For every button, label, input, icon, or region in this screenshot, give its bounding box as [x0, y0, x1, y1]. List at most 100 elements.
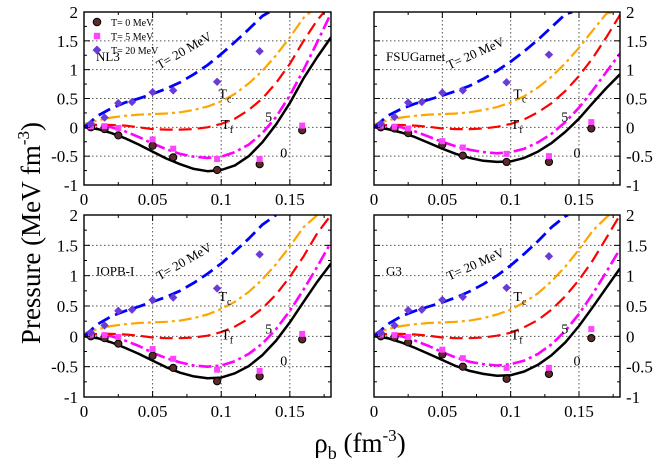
- point-t20: [502, 78, 511, 87]
- x-axis-label-sub: b: [328, 443, 337, 463]
- panels: 0 0.05 0.1 0.15 -1 -0.5 0 0.5 1 1.5 2 NL3 T= 20 MeV T…: [51, 3, 653, 421]
- point-t20: [390, 112, 399, 122]
- annotation-tc-sub: c: [227, 297, 232, 308]
- point-t5: [115, 124, 122, 131]
- annotation-tc-sub: c: [227, 95, 232, 106]
- point-t5: [588, 119, 595, 126]
- point-t5: [405, 125, 412, 132]
- x-tick-label: 0.15: [275, 190, 305, 209]
- grid: [374, 12, 620, 185]
- point-t5: [214, 366, 221, 373]
- point-t20: [100, 113, 109, 122]
- point-t20: [417, 305, 427, 314]
- series-T5-line: [374, 248, 620, 367]
- legend-marker-t0: [92, 17, 102, 27]
- annotation-t20: T= 20 MeV: [444, 244, 507, 283]
- x-tick-label: 0.15: [564, 402, 594, 421]
- y-tick-label-right: -0.5: [626, 358, 653, 377]
- x-tick-label: 0.1: [500, 402, 521, 421]
- series-T0-line: [84, 262, 331, 380]
- point-t0: [587, 124, 596, 133]
- y-tick-label-right: 0.5: [626, 297, 647, 316]
- tick-labels: 0 0.05 0.1 0.15 -1 -0.5 0 0.5 1 1.5 2: [51, 3, 305, 209]
- x-axis-label-close: ): [397, 428, 406, 458]
- point-t5: [299, 122, 306, 129]
- annotation-tc: Tc: [218, 88, 232, 106]
- y-tick-label-right: 1: [626, 61, 635, 80]
- annotation-zero: 0: [574, 354, 581, 369]
- point-t5: [545, 153, 552, 160]
- legend: T= 0 MeV T= 5 MeV T= 20 MeV: [92, 17, 159, 57]
- point-t5: [115, 333, 122, 340]
- annotation-tf-sub: f: [519, 125, 523, 136]
- point-t0: [502, 157, 511, 167]
- y-tick-label-right: -1: [626, 388, 640, 407]
- point-t0: [148, 141, 157, 150]
- annotation-zero: 0: [574, 146, 581, 161]
- y-axis-label-exp: -3: [14, 131, 33, 145]
- point-t20: [403, 306, 413, 315]
- point-t20: [458, 292, 468, 302]
- annotation-tf: Tf: [221, 328, 234, 346]
- y-tick-label-right: 1.5: [626, 32, 647, 51]
- annotation-tc-main: T: [513, 290, 522, 305]
- point-t20: [376, 328, 386, 337]
- x-tick-label: 0.15: [275, 402, 305, 421]
- y-tick-label: 1.5: [57, 236, 78, 255]
- annotation-tc: Tc: [513, 88, 527, 106]
- series-T20-line: [84, 215, 277, 338]
- annotation-tc: Tc: [218, 290, 232, 308]
- annotation-tf-sub: f: [230, 125, 234, 136]
- points: [376, 252, 596, 383]
- series-T20-line: [84, 12, 271, 129]
- x-axis-label-unit: (fm: [337, 428, 383, 458]
- y-tick-label: -0.5: [51, 147, 78, 166]
- point-t0: [114, 131, 123, 140]
- x-tick-label: 0: [80, 190, 89, 209]
- annotation-tc-main: T: [218, 290, 227, 305]
- y-axis-label: Pressure (MeV fm-3): [14, 122, 46, 344]
- point-t0: [169, 363, 178, 372]
- point-t5: [391, 332, 398, 339]
- y-tick-label: 0: [70, 327, 79, 346]
- y-tick-label-right: 0: [626, 327, 635, 346]
- x-axis-label-exp: -3: [383, 426, 397, 445]
- annotation-zero: 0: [280, 146, 287, 161]
- point-t20: [100, 321, 109, 330]
- point-t20: [376, 119, 386, 129]
- annotation-t20: T= 20 MeV: [444, 33, 507, 72]
- annotation-tf-sub: f: [519, 335, 523, 346]
- point-t20: [544, 252, 554, 261]
- series-T5-line: [374, 52, 620, 155]
- point-t5: [101, 123, 108, 130]
- point-t20: [168, 86, 178, 95]
- x-tick-label: 0.05: [427, 190, 457, 209]
- points: [376, 50, 596, 167]
- annotation-tc-main: T: [218, 88, 227, 103]
- y-tick-label-right: 0.5: [626, 90, 647, 109]
- point-t0: [213, 165, 222, 175]
- point-t0: [148, 351, 157, 360]
- point-t20: [417, 97, 427, 107]
- point-t20: [114, 306, 123, 316]
- y-tick-label: 1.5: [57, 32, 78, 51]
- legend-marker-t5: [93, 32, 101, 40]
- y-tick-label: 2: [70, 206, 79, 225]
- x-tick-label: 0: [370, 402, 379, 421]
- legend-label: T= 0 MeV: [111, 18, 154, 29]
- point-t20: [86, 328, 96, 337]
- x-tick-label: 0.15: [564, 190, 594, 209]
- point-t0: [544, 157, 554, 167]
- y-tick-label: 0.5: [57, 90, 78, 109]
- point-t20: [212, 77, 222, 86]
- panel-title: NL3: [96, 49, 120, 64]
- annotation-tf: Tf: [511, 328, 524, 346]
- series-T0-line: [374, 267, 620, 378]
- y-tick-label: -1: [64, 176, 78, 195]
- annotation-five: 5: [265, 322, 272, 337]
- series-T5-line: [84, 241, 331, 369]
- curves: [84, 215, 331, 380]
- series-T0-line: [84, 36, 331, 173]
- annotation-five: 5: [265, 111, 272, 126]
